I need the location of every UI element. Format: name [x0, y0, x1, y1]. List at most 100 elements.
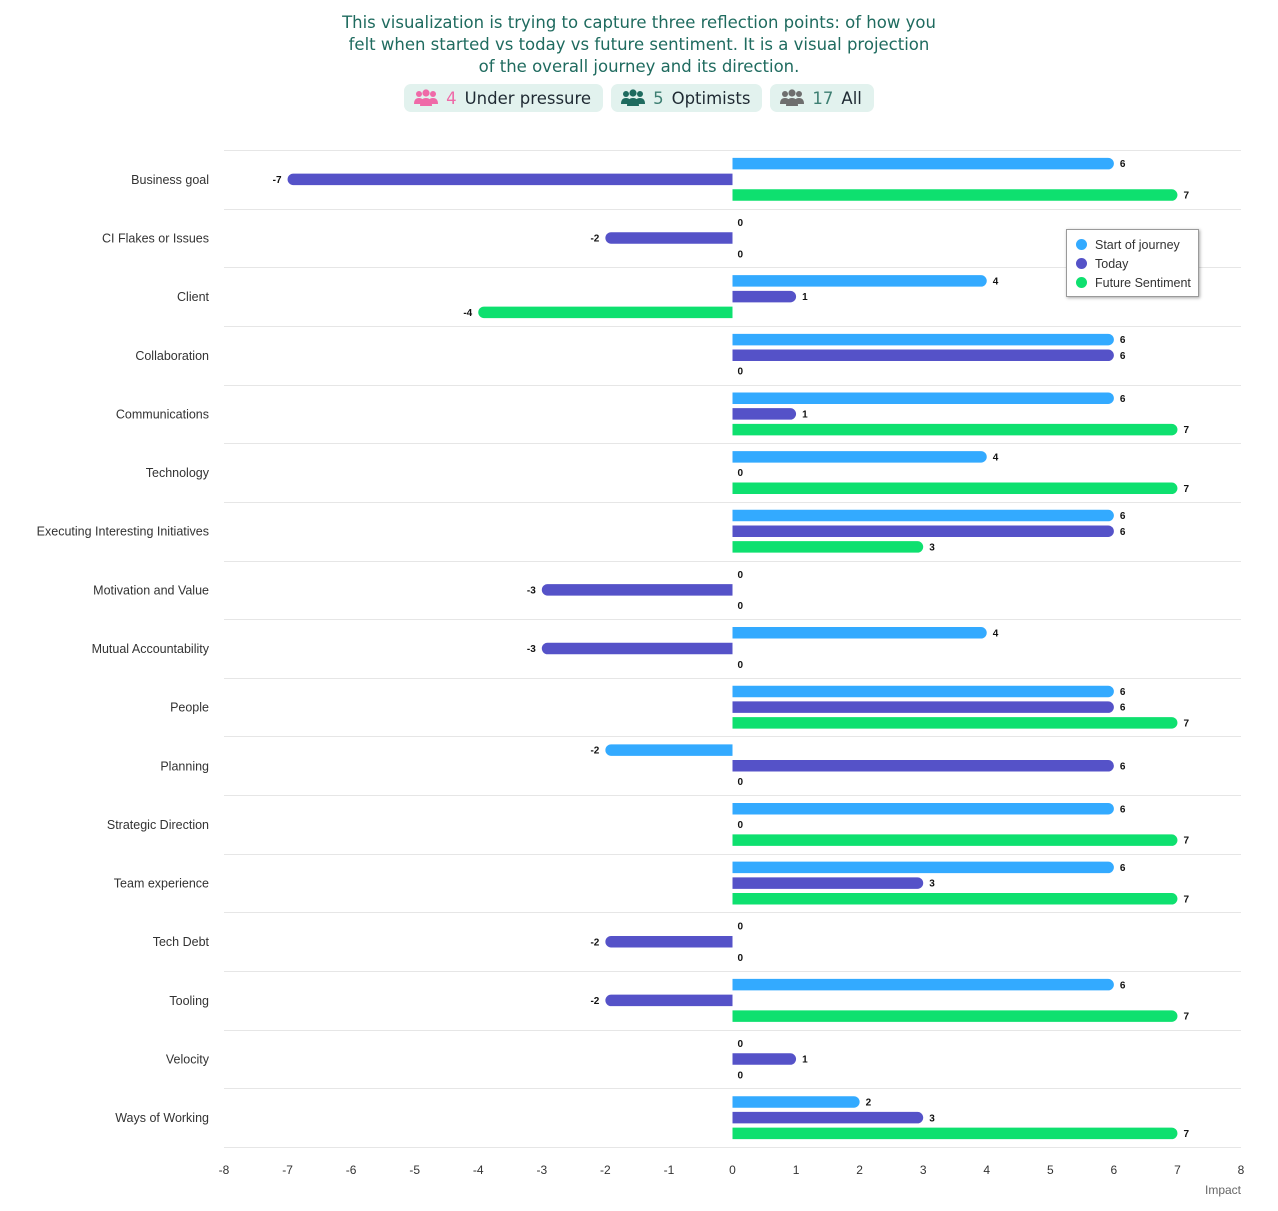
- filter-all[interactable]: 17 All: [770, 84, 874, 112]
- x-tick-label: 7: [1174, 1163, 1181, 1177]
- data-label: -2: [590, 746, 599, 757]
- legend-item-today[interactable]: Today: [1076, 254, 1198, 273]
- x-tick-label: -8: [219, 1163, 230, 1177]
- bar: [732, 834, 1178, 846]
- data-label: 7: [1183, 836, 1189, 847]
- x-tick-label: 8: [1238, 1163, 1245, 1177]
- data-label: 6: [1120, 511, 1126, 522]
- bar: [732, 423, 1178, 436]
- data-label: 0: [738, 922, 744, 933]
- data-label: 3: [929, 879, 935, 890]
- data-label: 3: [929, 1113, 935, 1124]
- x-tick-label: -1: [664, 1163, 675, 1177]
- category-label: Collaboration: [135, 349, 209, 363]
- data-label: -3: [527, 644, 536, 655]
- bar: [732, 701, 1114, 713]
- group-icon: [414, 89, 439, 106]
- data-label: 4: [993, 628, 999, 639]
- category-label: Motivation and Value: [93, 583, 209, 597]
- category-label: Client: [177, 290, 209, 304]
- data-label: 6: [1120, 527, 1126, 538]
- x-tick-label: 1: [793, 1163, 800, 1177]
- data-label: 1: [802, 1055, 808, 1066]
- bar: [732, 893, 1178, 905]
- bar: [732, 509, 1114, 522]
- x-tick-label: -2: [600, 1163, 611, 1177]
- filter-optimists[interactable]: 5 Optimists: [611, 84, 763, 112]
- legend-item-future-sentiment[interactable]: Future Sentiment: [1076, 273, 1198, 292]
- bar: [732, 482, 1178, 495]
- category-label: Mutual Accountability: [92, 642, 210, 656]
- filter-count: 4: [446, 88, 457, 108]
- data-label: -2: [590, 937, 599, 948]
- x-tick-label: 3: [920, 1163, 927, 1177]
- data-label: 6: [1120, 159, 1126, 170]
- data-label: 0: [738, 1039, 744, 1050]
- x-tick-label: 2: [856, 1163, 863, 1177]
- data-label: -4: [463, 308, 472, 319]
- data-label: 6: [1120, 335, 1126, 346]
- bar: [732, 189, 1178, 201]
- bar: [732, 1010, 1178, 1022]
- category-label: Executing Interesting Initiatives: [37, 525, 209, 539]
- bar: [732, 408, 797, 420]
- group-icon: [780, 89, 805, 106]
- data-label: 7: [1183, 191, 1189, 202]
- category-label: Communications: [116, 407, 209, 421]
- bar: [732, 1111, 924, 1124]
- data-label: 6: [1120, 703, 1126, 714]
- legend-label: Future Sentiment: [1095, 275, 1191, 290]
- filter-count: 17: [812, 88, 834, 108]
- data-label: 0: [738, 570, 744, 581]
- category-label: Strategic Direction: [107, 818, 209, 832]
- bar: [732, 717, 1178, 729]
- bar: [732, 685, 1114, 698]
- x-tick-label: -5: [409, 1163, 420, 1177]
- category-label: Ways of Working: [115, 1111, 209, 1125]
- data-label: 0: [738, 249, 744, 260]
- data-label: 0: [738, 820, 744, 831]
- bar: [732, 1053, 797, 1065]
- data-label: 7: [1183, 484, 1189, 495]
- segment-filters: 4 Under pressure 5 Optimists 17 All: [0, 84, 1278, 112]
- bar: [732, 760, 1114, 772]
- data-label: 6: [1120, 687, 1126, 698]
- data-label: -3: [527, 585, 536, 596]
- category-label: Velocity: [166, 1053, 210, 1067]
- category-label: People: [170, 701, 209, 715]
- category-label: Tech Debt: [153, 935, 210, 949]
- data-label: 0: [738, 777, 744, 788]
- filter-under-pressure[interactable]: 4 Under pressure: [404, 84, 604, 112]
- x-tick-label: 4: [983, 1163, 990, 1177]
- data-label: 0: [738, 953, 744, 964]
- bar: [732, 290, 797, 303]
- category-label: Planning: [160, 759, 209, 773]
- bar: [732, 1127, 1178, 1140]
- x-tick-label: -3: [536, 1163, 547, 1177]
- data-label: 0: [738, 367, 744, 378]
- filter-label: Optimists: [671, 88, 751, 108]
- data-label: 4: [993, 277, 999, 288]
- bar: [732, 349, 1114, 362]
- bar: [732, 877, 924, 889]
- data-label: -2: [590, 996, 599, 1007]
- data-label: 7: [1183, 425, 1189, 436]
- category-label: Tooling: [169, 994, 209, 1008]
- legend-label: Start of journey: [1095, 237, 1180, 252]
- legend-swatch: [1076, 258, 1087, 269]
- bar: [541, 584, 733, 596]
- x-tick-label: -6: [346, 1163, 357, 1177]
- bar: [732, 525, 1114, 537]
- data-label: 3: [929, 543, 935, 554]
- x-axis-title: Impact: [1205, 1183, 1242, 1197]
- bar: [732, 392, 1114, 404]
- bar: [287, 173, 733, 186]
- x-tick-label: 5: [1047, 1163, 1054, 1177]
- legend-item-start-of-journey[interactable]: Start of journey: [1076, 235, 1198, 254]
- data-label: 6: [1120, 863, 1126, 874]
- chart-legend: Start of journey Today Future Sentiment: [1066, 229, 1199, 297]
- data-label: -2: [590, 234, 599, 245]
- filter-count: 5: [653, 88, 664, 108]
- data-label: 6: [1120, 980, 1126, 991]
